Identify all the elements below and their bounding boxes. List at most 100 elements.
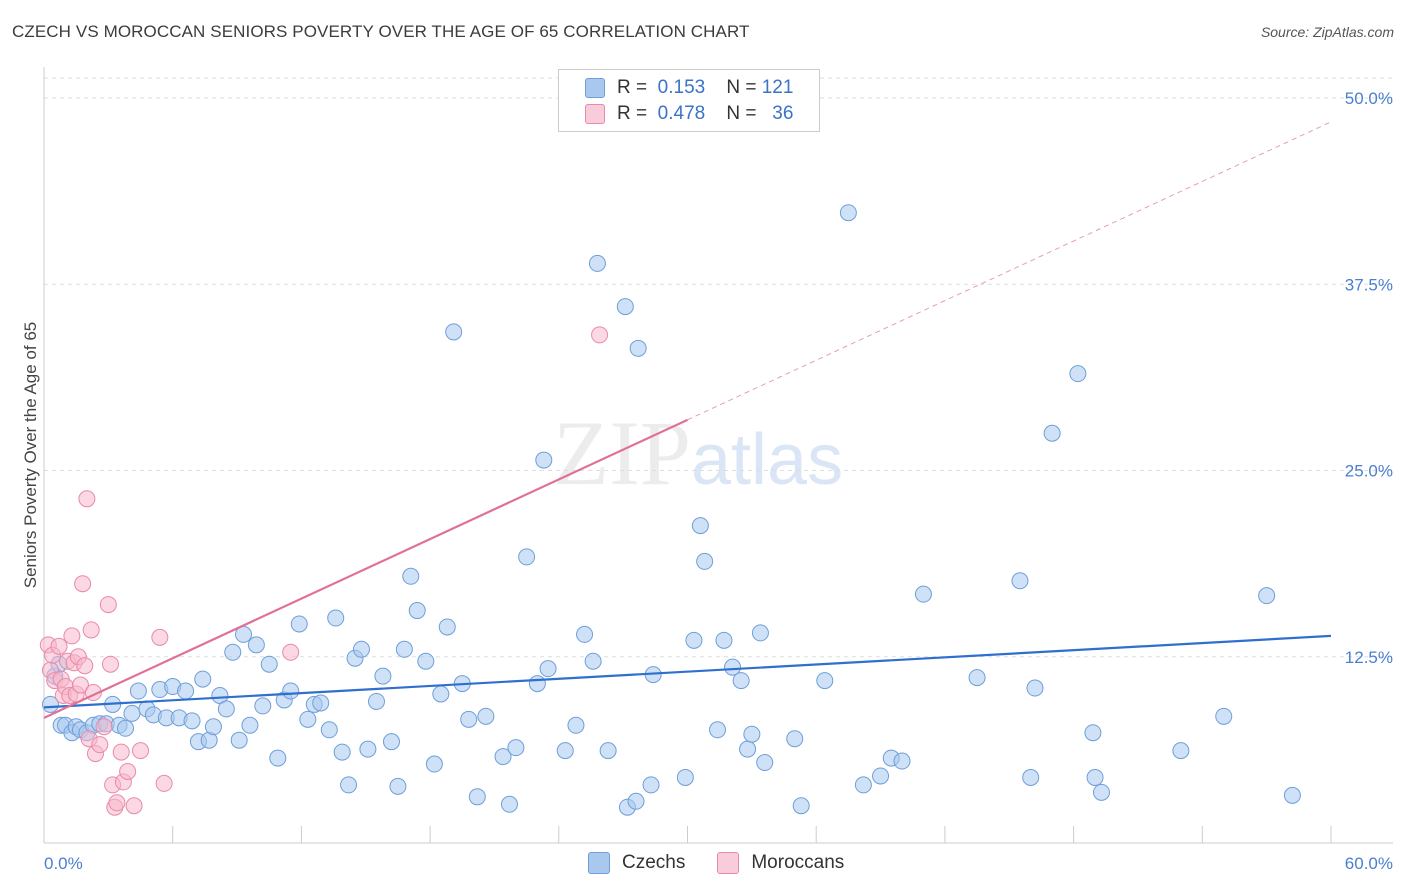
data-point-czechs [1215,707,1233,725]
trend-line-moroccans [43,418,688,719]
data-point-czechs [1172,742,1190,760]
legend-r-label: R = [617,77,648,98]
legend-label-czechs: Czechs [622,852,686,873]
data-point-czechs [408,602,426,620]
y-axis-label: Seniors Poverty Over the Age of 65 [21,321,40,589]
data-point-czechs [432,685,450,703]
data-point-moroccans [95,718,113,736]
x-tick-label: 60.0% [1345,854,1393,873]
legend-swatch-moroccans [717,852,740,874]
data-point-czechs [438,618,456,636]
legend-label-moroccans: Moroccans [751,852,845,873]
data-point-moroccans [74,575,92,593]
data-point-czechs [183,712,201,730]
trend-extension-moroccans [687,121,1332,421]
legend-row-moroccans: R = 0.478 N = 36 [585,102,793,126]
data-point-moroccans [50,637,68,655]
data-point-czechs [1258,587,1276,605]
legend-n-label: N = [726,77,757,98]
data-point-czechs [642,776,660,794]
data-point-czechs [629,339,647,357]
data-point-czechs [1043,424,1061,442]
data-point-czechs [535,451,553,469]
data-point-czechs [1069,365,1087,383]
data-point-czechs [333,743,351,761]
data-point-czechs [254,697,272,715]
data-point-czechs [1086,768,1104,786]
data-point-moroccans [591,326,609,344]
data-point-moroccans [101,655,119,673]
data-point-czechs [260,655,278,673]
data-point-moroccans [125,797,143,815]
data-point-czechs [417,652,435,670]
x-tick-label: 0.0% [44,854,83,873]
data-point-czechs [224,643,242,661]
data-point-czechs [816,672,834,690]
data-point-czechs [382,733,400,751]
data-point-czechs [627,792,645,810]
data-point-czechs [893,752,911,770]
data-point-moroccans [91,736,109,754]
data-point-czechs [518,548,536,566]
data-point-czechs [599,742,617,760]
data-point-czechs [507,739,525,757]
data-point-czechs [320,721,338,739]
data-point-czechs [872,767,890,785]
data-point-moroccans [151,628,169,646]
legend-n-value: 121 [761,77,794,98]
legend-item-czechs[interactable]: Czechs [588,852,685,874]
data-point-czechs [460,710,478,728]
y-tick-label: 37.5% [1345,275,1393,294]
data-point-czechs [340,776,358,794]
data-point-czechs [709,721,727,739]
data-point-czechs [269,749,287,767]
data-point-czechs [588,254,606,272]
legend-item-moroccans[interactable]: Moroccans [717,852,844,874]
legend-n-value: 36 [772,103,794,124]
data-point-czechs [282,682,300,700]
data-point-czechs [968,669,986,687]
data-point-czechs [500,795,518,813]
data-point-czechs [177,682,195,700]
data-point-moroccans [112,743,130,761]
data-point-moroccans [119,762,137,780]
data-point-czechs [743,725,761,743]
data-point-czechs [217,700,235,718]
data-point-czechs [556,742,574,760]
data-point-czechs [312,694,330,712]
data-point-czechs [299,710,317,728]
data-point-czechs [230,731,248,749]
data-point-czechs [732,672,750,690]
data-point-czechs [1092,783,1110,801]
data-point-czechs [494,748,512,766]
y-tick-label: 50.0% [1345,89,1393,108]
legend-n-label: N = [726,103,757,124]
data-point-czechs [129,682,147,700]
data-point-czechs [696,552,714,570]
data-point-czechs [374,667,392,685]
data-point-czechs [539,660,557,678]
data-point-czechs [290,615,308,633]
data-point-czechs [724,658,742,676]
y-tick-label: 12.5% [1345,648,1393,667]
data-point-czechs [914,585,932,603]
data-point-moroccans [82,621,100,639]
y-tick-label: 25.0% [1345,462,1393,481]
data-point-czechs [359,740,377,758]
data-point-czechs [691,517,709,535]
data-point-czechs [389,777,407,795]
data-point-czechs [854,776,872,794]
legend-r-value: 0.153 [657,77,706,98]
data-point-czechs [247,636,265,654]
data-point-czechs [576,625,594,643]
legend-swatch-moroccans [585,104,605,124]
data-point-moroccans [78,490,96,508]
data-point-czechs [395,640,413,658]
series-legend: Czechs Moroccans [588,852,876,874]
data-point-moroccans [71,676,89,694]
correlation-legend: R = 0.153 N = 121 R = 0.478 N = 36 [558,69,820,132]
data-point-moroccans [99,596,117,614]
watermark-atlas: atlas [691,420,844,500]
data-point-moroccans [132,742,150,760]
